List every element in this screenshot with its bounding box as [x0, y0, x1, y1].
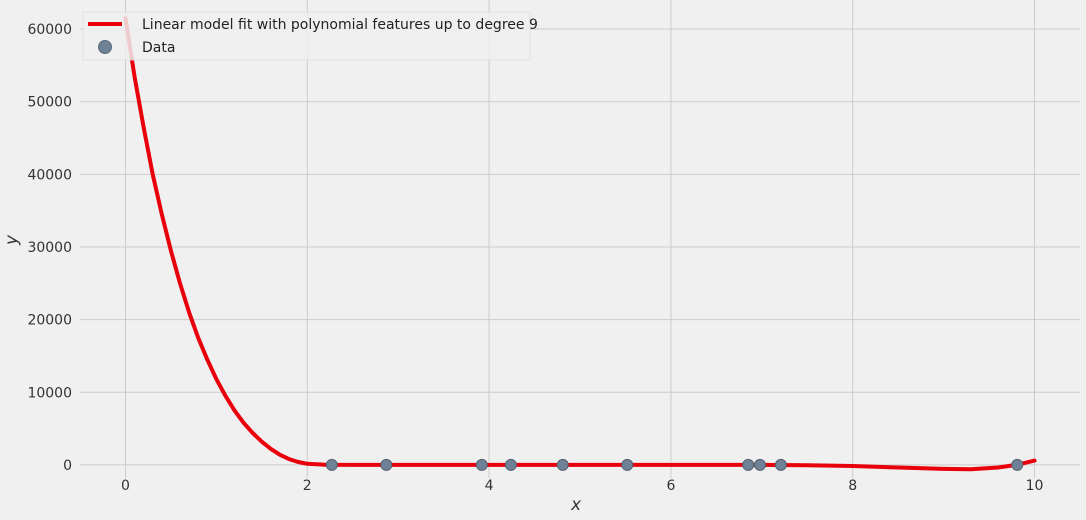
legend-data-marker — [98, 40, 112, 54]
legend: Linear model fit with polynomial feature… — [82, 11, 538, 61]
y-tick-label: 10000 — [27, 385, 72, 401]
y-axis-label: y — [2, 234, 22, 246]
y-tick-labels: 0 10000 20000 30000 40000 50000 60000 — [27, 22, 72, 474]
x-tick-label: 2 — [303, 478, 312, 494]
data-point — [556, 458, 569, 471]
x-tick-labels: 0 2 4 6 8 10 — [121, 478, 1043, 494]
data-point — [621, 458, 634, 471]
legend-data-label: Data — [142, 40, 175, 56]
data-point — [504, 458, 517, 471]
x-tick-label: 6 — [666, 478, 675, 494]
series-layer — [123, 16, 1037, 472]
data-point — [754, 458, 766, 471]
legend-box — [82, 11, 531, 61]
y-tick-label: 60000 — [27, 22, 72, 38]
grid-lines — [80, 0, 1080, 478]
data-point — [325, 458, 338, 471]
data-point — [380, 458, 393, 471]
data-point — [1011, 458, 1024, 471]
x-tick-label: 4 — [485, 478, 494, 494]
fit-line — [123, 16, 1037, 472]
y-tick-label: 30000 — [27, 240, 72, 256]
x-axis-label: x — [570, 495, 582, 515]
data-point — [774, 458, 787, 471]
data-point — [742, 458, 755, 471]
x-tick-label: 8 — [848, 478, 857, 494]
x-tick-label: 10 — [1026, 478, 1044, 494]
data-point — [475, 458, 488, 471]
y-tick-label: 20000 — [27, 313, 72, 329]
y-tick-label: 50000 — [27, 95, 72, 111]
x-tick-label: 0 — [121, 478, 130, 494]
y-tick-label: 40000 — [27, 167, 72, 183]
legend-line-label: Linear model fit with polynomial feature… — [142, 17, 538, 33]
y-tick-label: 0 — [63, 458, 72, 474]
